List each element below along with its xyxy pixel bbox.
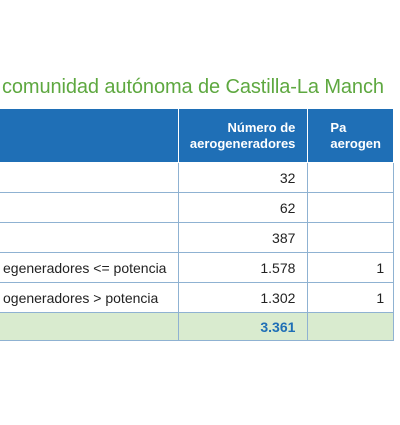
header-num-line2: aerogeneradores [189,135,296,151]
data-table: Número de aerogeneradores Pa aerogen 32 … [0,108,394,341]
table-total-row: 3.361 [0,312,394,341]
total-num: 3.361 [177,312,309,341]
header-num-aerogeneradores: Número de aerogeneradores [177,108,309,163]
row-category: egeneradores <= potencia [0,252,179,283]
row-par: 1 [307,252,394,283]
table-header-row: Número de aerogeneradores Pa aerogen [0,108,394,163]
row-par: 1 [307,282,394,313]
table-row: egeneradores <= potencia 1.578 1 [0,252,394,283]
header-partial: Pa aerogen [307,108,394,163]
row-num: 1.578 [177,252,309,283]
row-num: 32 [177,162,309,193]
table-row: 62 [0,192,394,223]
row-category [0,162,179,193]
row-category: ogeneradores > potencia [0,282,179,313]
total-par [307,312,394,341]
row-par [307,192,394,223]
row-par [307,162,394,193]
row-category [0,192,179,223]
row-num: 62 [177,192,309,223]
header-par-line2: aerogen [330,135,381,151]
row-category [0,222,179,253]
row-num: 1.302 [177,282,309,313]
header-category [0,108,179,163]
header-par-line1: Pa [330,119,347,135]
table-title: comunidad autónoma de Castilla-La Manch [2,76,384,98]
total-category [0,312,179,341]
row-num: 387 [177,222,309,253]
table-row: ogeneradores > potencia 1.302 1 [0,282,394,313]
table-row: 387 [0,222,394,253]
row-par [307,222,394,253]
header-num-line1: Número de [227,119,296,135]
table-row: 32 [0,162,394,193]
